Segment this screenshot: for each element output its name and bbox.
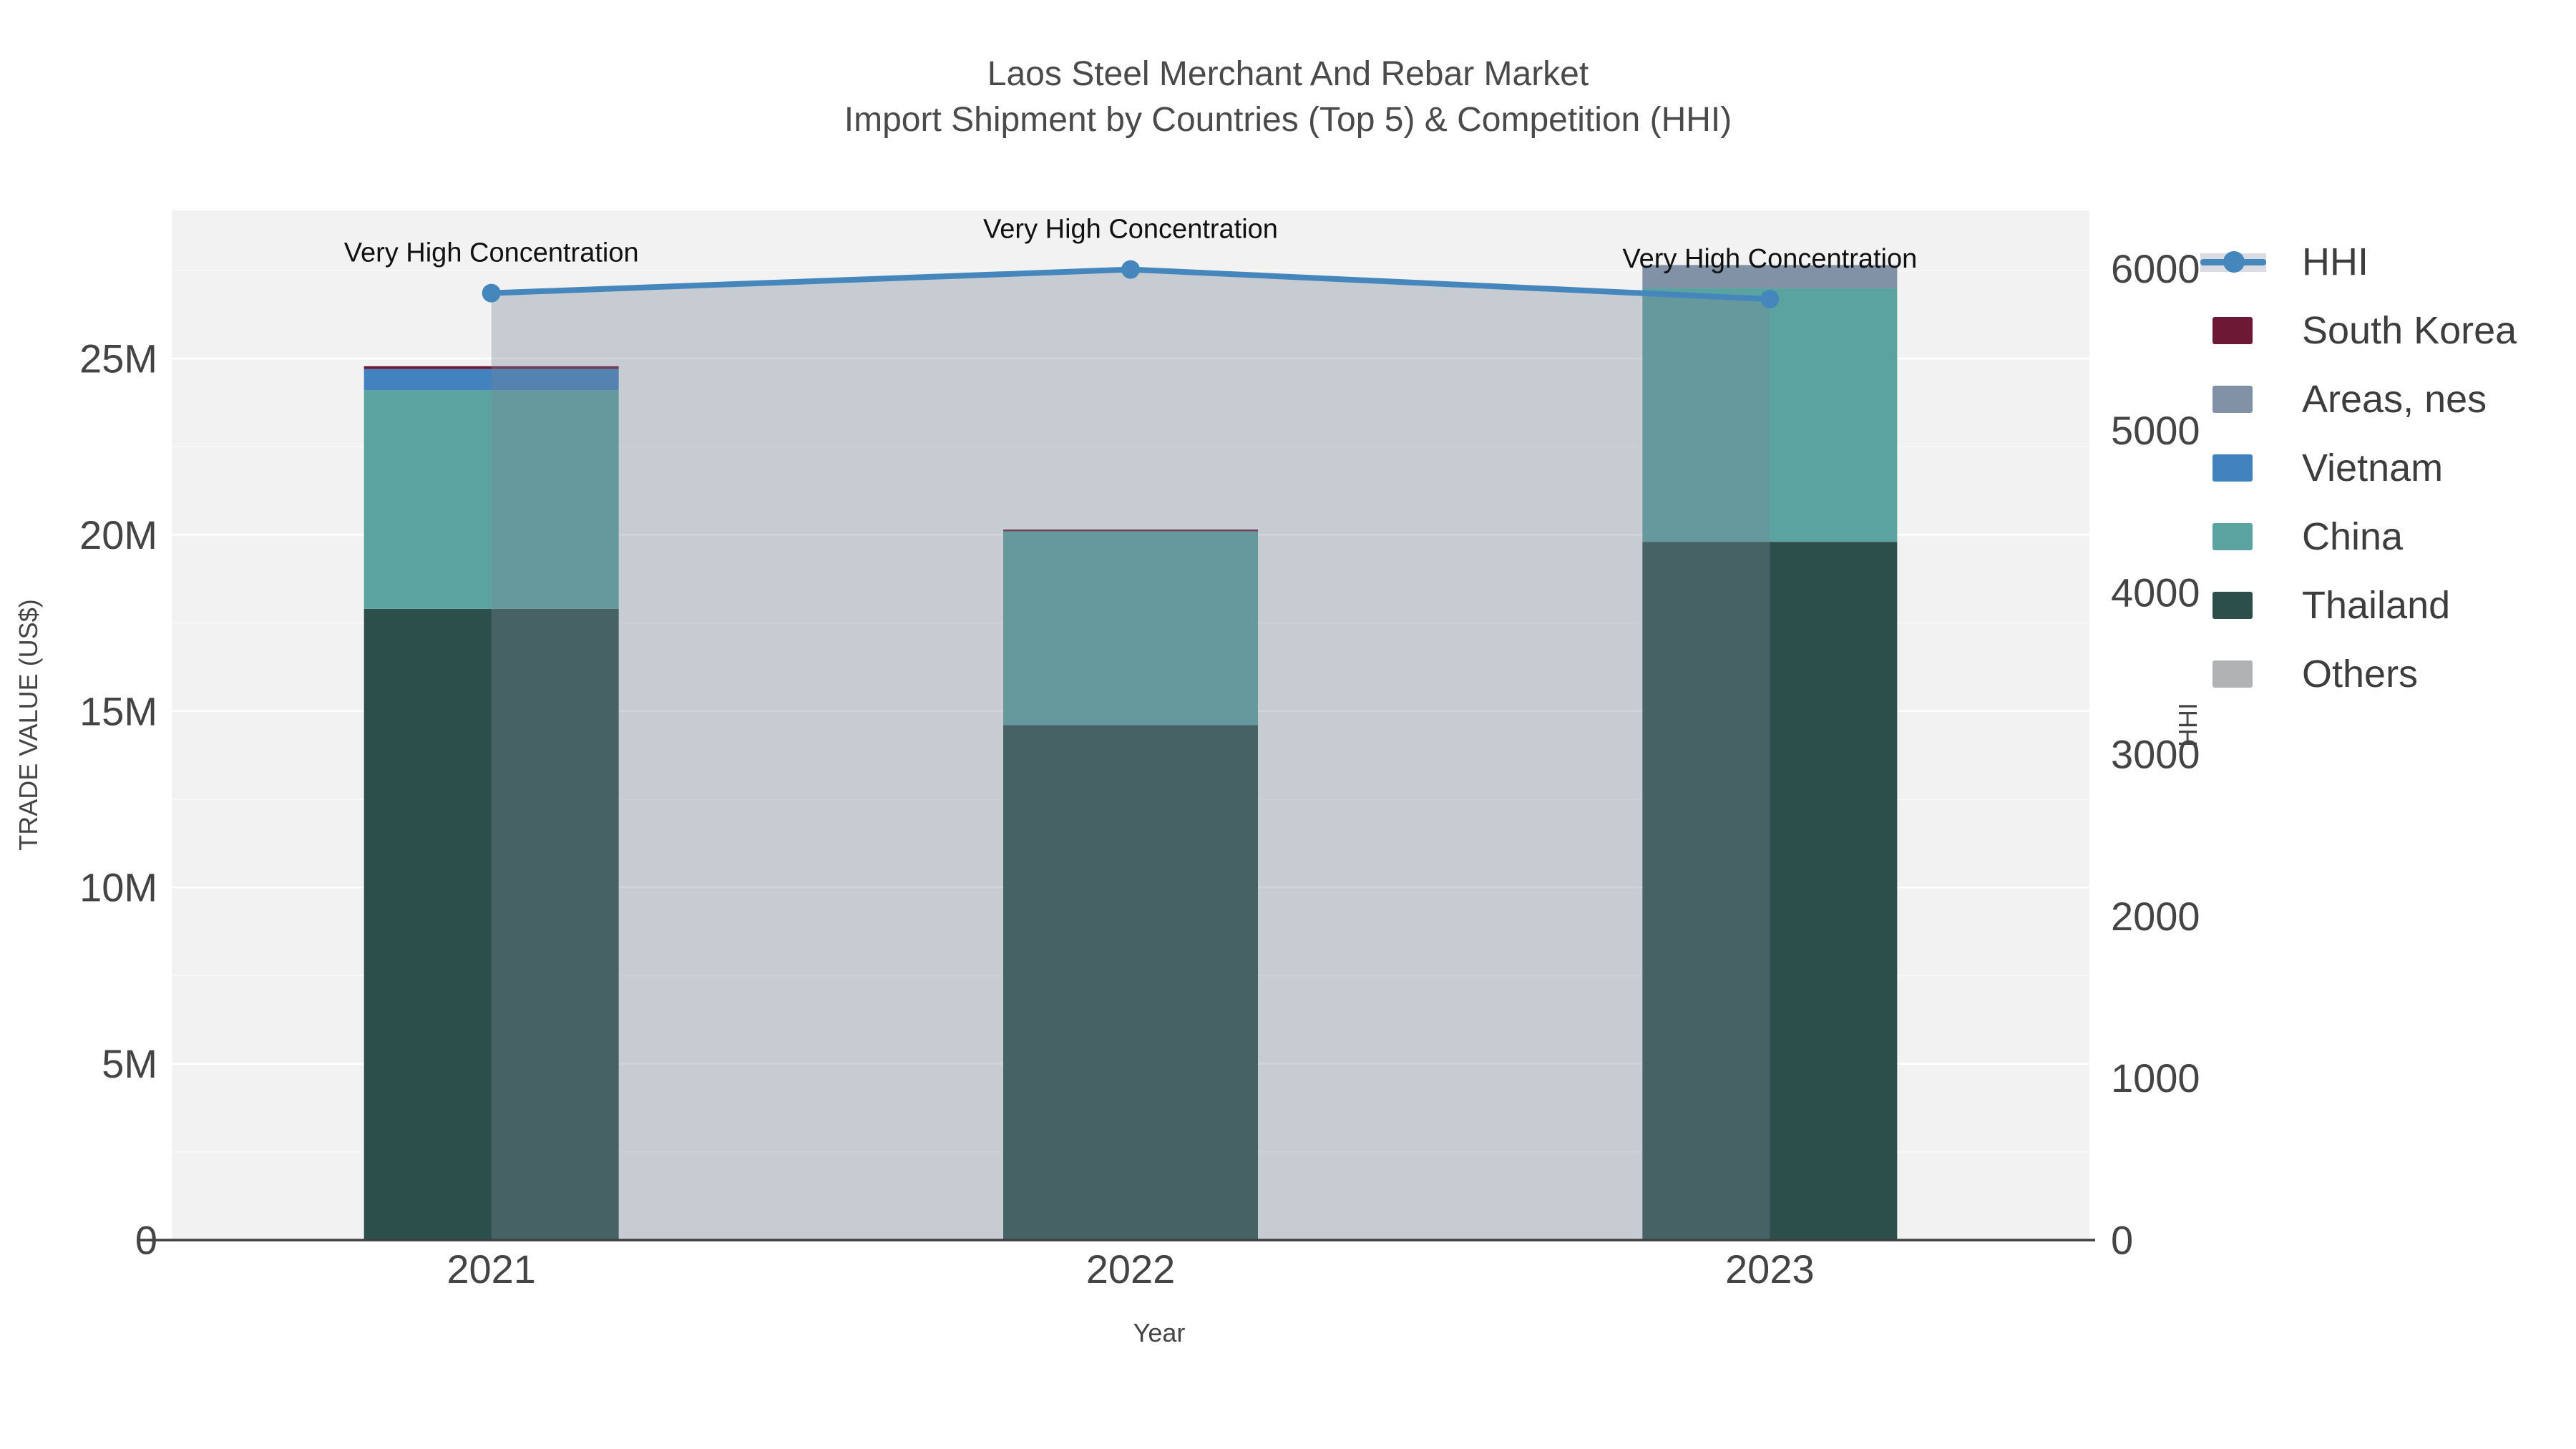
legend-label: China [2302, 515, 2404, 558]
y-left-tick-label: 5M [102, 1041, 157, 1086]
y-right-tick-label: 3000 [2111, 732, 2200, 777]
color-swatch-areas-nes [2212, 386, 2253, 413]
legend-label: Areas, nes [2302, 378, 2487, 421]
legend-label: Others [2302, 653, 2419, 696]
y-left-tick-label: 0 [135, 1218, 157, 1263]
color-swatch-others [2212, 660, 2253, 688]
legend-swatch-icon [2200, 502, 2293, 571]
color-swatch-south-korea [2212, 317, 2253, 344]
legend-item-china[interactable]: China [2200, 502, 2517, 571]
bar-segment-south-korea-2022[interactable] [1003, 529, 1258, 532]
legend-swatch-icon [2200, 640, 2293, 708]
hhi-marker-2023[interactable] [1760, 289, 1780, 308]
hhi-marker-icon [2223, 251, 2245, 273]
y-left-tick-label: 20M [79, 512, 157, 557]
color-swatch-china [2212, 523, 2253, 550]
y-left-tick-label: 15M [79, 688, 157, 733]
y-left-tick-label: 25M [79, 336, 157, 381]
legend-label: HHI [2302, 240, 2368, 283]
y-left-tick-label: 10M [79, 865, 157, 910]
annotation-label: Very High Concentration [344, 238, 639, 268]
legend-item-south-korea[interactable]: South Korea [2200, 296, 2517, 365]
chart-title-line2: Import Shipment by Countries (Top 5) & C… [844, 101, 1732, 139]
legend-swatch-icon [2200, 571, 2293, 640]
legend-label: South Korea [2302, 309, 2517, 352]
legend-item-others[interactable]: Others [2200, 640, 2517, 708]
legend-item-areas-nes[interactable]: Areas, nes [2200, 365, 2517, 434]
hhi-area-fill [491, 269, 1770, 1240]
annotation-label: Very High Concentration [1622, 244, 1917, 274]
chart-title-line1: Laos Steel Merchant And Rebar Market [987, 55, 1589, 93]
y-left-axis-title: TRADE VALUE (US$) [14, 599, 43, 851]
x-tick-label: 2021 [447, 1246, 536, 1292]
annotation-label: Very High Concentration [983, 215, 1278, 245]
y-right-tick-label: 5000 [2111, 408, 2200, 453]
hhi-line-legend-icon [2200, 228, 2293, 296]
x-tick-label: 2022 [1086, 1246, 1176, 1292]
legend-label: Vietnam [2302, 447, 2444, 489]
legend-item-hhi[interactable]: HHI [2200, 228, 2517, 296]
legend: HHI South Korea Areas, nes Vietnam China Thai… [2200, 228, 2517, 708]
bar-segment-china-2023[interactable] [1642, 288, 1898, 542]
legend-item-vietnam[interactable]: Vietnam [2200, 434, 2517, 502]
bar-segment-areas-nes-2023[interactable] [1642, 265, 1898, 288]
y-right-axis-title: HHI [2173, 703, 2202, 747]
legend-label: Thailand [2302, 584, 2451, 627]
legend-swatch-icon [2200, 365, 2293, 434]
hhi-marker-2022[interactable] [1121, 260, 1140, 279]
legend-item-thailand[interactable]: Thailand [2200, 571, 2517, 640]
color-swatch-thailand [2212, 592, 2253, 619]
color-swatch-vietnam [2212, 454, 2253, 482]
bar-segment-china-2022[interactable] [1003, 531, 1258, 726]
legend-swatch-icon [2200, 434, 2293, 502]
y-right-tick-label: 4000 [2111, 570, 2200, 615]
bar-segment-thailand-2023[interactable] [1642, 542, 1898, 1240]
chart-title: Laos Steel Merchant And Rebar Market Imp… [0, 52, 2576, 143]
hhi-marker-2021[interactable] [482, 283, 501, 303]
x-axis-title: Year [1133, 1318, 1186, 1347]
y-right-tick-label: 1000 [2111, 1055, 2200, 1101]
bar-segment-south-korea-2021[interactable] [364, 366, 619, 369]
x-tick-label: 2023 [1725, 1246, 1815, 1292]
bar-segment-vietnam-2021[interactable] [364, 369, 619, 391]
bar-segment-china-2021[interactable] [364, 390, 619, 609]
legend-swatch-icon [2200, 296, 2293, 365]
y-right-tick-label: 6000 [2111, 246, 2200, 291]
bar-segment-thailand-2022[interactable] [1003, 725, 1258, 1241]
y-right-tick-label: 0 [2111, 1218, 2133, 1263]
bar-segment-thailand-2021[interactable] [364, 608, 619, 1240]
y-right-tick-label: 2000 [2111, 894, 2200, 939]
